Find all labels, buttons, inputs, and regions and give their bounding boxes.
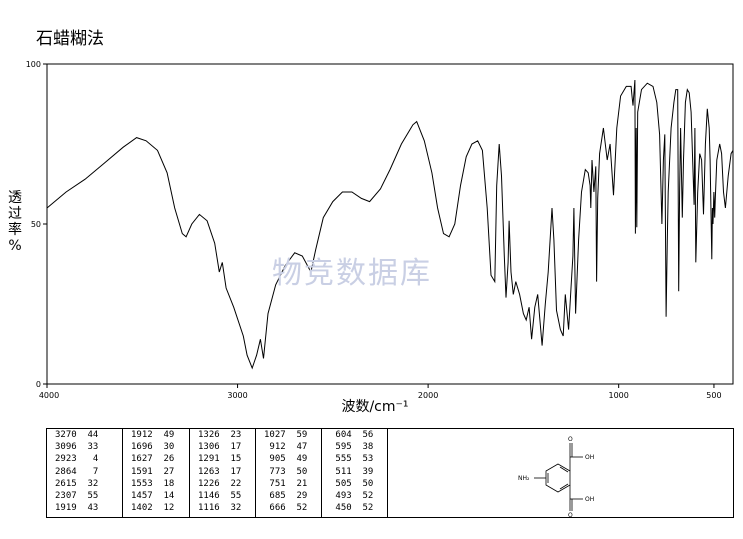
peak-column: 604 56 595 38 555 53 511 39 505 50 493 5… [322, 429, 387, 517]
peak-cell: 2864 7 [55, 466, 99, 477]
peak-column: 1912 49 1696 30 1627 26 1591 27 1553 18 … [123, 429, 190, 517]
peak-cell: 1291 15 [198, 454, 242, 465]
series-line [46, 79, 734, 370]
molecule-structure: OH OH NH₂ O O [518, 436, 594, 519]
peak-cell: 1696 30 [131, 442, 175, 453]
peak-cell: 912 47 [264, 442, 308, 453]
peak-column: 1027 59 912 47 905 49 773 50 751 21 685 … [256, 429, 322, 517]
peak-cell: 773 50 [264, 466, 308, 477]
peak-cell: 505 50 [330, 478, 374, 489]
plot-frame [46, 63, 734, 385]
peak-cell: 1116 32 [198, 503, 242, 514]
structure-box: OH OH NH₂ O O [387, 428, 734, 519]
o-label-bottom: O [568, 512, 573, 517]
chart-title: 石蜡糊法 [36, 29, 104, 49]
oh-label-bottom: OH [585, 496, 594, 503]
peak-cell: 2615 32 [55, 478, 99, 489]
oh-label-top: OH [585, 454, 594, 461]
peak-cell: 511 39 [330, 466, 374, 477]
peak-cell: 595 38 [330, 442, 374, 453]
peak-cell: 905 49 [264, 454, 308, 465]
peak-cell: 2923 4 [55, 454, 99, 465]
peak-column: 1326 23 1306 17 1291 15 1263 17 1226 22 … [190, 429, 256, 517]
peak-cell: 1591 27 [131, 466, 175, 477]
x-tick-label: 2000 [418, 391, 438, 400]
peak-cell: 604 56 [330, 430, 374, 440]
peak-column: 3270 44 3096 33 2923 4 2864 7 2615 32 23… [47, 429, 123, 517]
x-axis: 4000 3000 2000 1000 500 [39, 384, 722, 400]
peak-cell: 1553 18 [131, 478, 175, 489]
peak-cell: 751 21 [264, 478, 308, 489]
peak-cell: 1263 17 [198, 466, 242, 477]
peak-cell: 1627 26 [131, 454, 175, 465]
x-tick-label: 3000 [227, 391, 247, 400]
peak-cell: 1457 14 [131, 490, 175, 501]
x-tick-label: 500 [706, 391, 721, 400]
peak-cell: 1912 49 [131, 430, 175, 440]
x-tick-label: 4000 [39, 391, 59, 400]
y-tick-label: 0 [36, 380, 41, 389]
peak-cell: 450 52 [330, 503, 374, 514]
peak-cell: 1306 17 [198, 442, 242, 453]
peak-cell: 3096 33 [55, 442, 99, 453]
peak-cell: 1326 23 [198, 430, 242, 440]
peak-table: 3270 44 3096 33 2923 4 2864 7 2615 32 23… [46, 428, 388, 518]
y-axis: 0 50 100 [26, 60, 47, 389]
peak-cell: 1146 55 [198, 490, 242, 501]
y-tick-label: 100 [26, 60, 41, 69]
nh2-label: NH₂ [518, 475, 530, 482]
peak-cell: 555 53 [330, 454, 374, 465]
peak-cell: 1919 43 [55, 503, 99, 514]
peak-cell: 1027 59 [264, 430, 308, 440]
peak-cell: 1402 12 [131, 503, 175, 514]
y-tick-label: 50 [31, 220, 41, 229]
x-axis-label: 波数/cm⁻¹ [341, 399, 409, 415]
peak-cell: 493 52 [330, 490, 374, 501]
peak-cell: 1226 22 [198, 478, 242, 489]
o-label-top: O [568, 436, 573, 443]
peak-cell: 2307 55 [55, 490, 99, 501]
x-tick-label: 1000 [608, 391, 628, 400]
y-axis-label: 透 过 率 % [8, 190, 22, 254]
peak-cell: 666 52 [264, 503, 308, 514]
peak-cell: 3270 44 [55, 430, 99, 440]
peak-cell: 685 29 [264, 490, 308, 501]
